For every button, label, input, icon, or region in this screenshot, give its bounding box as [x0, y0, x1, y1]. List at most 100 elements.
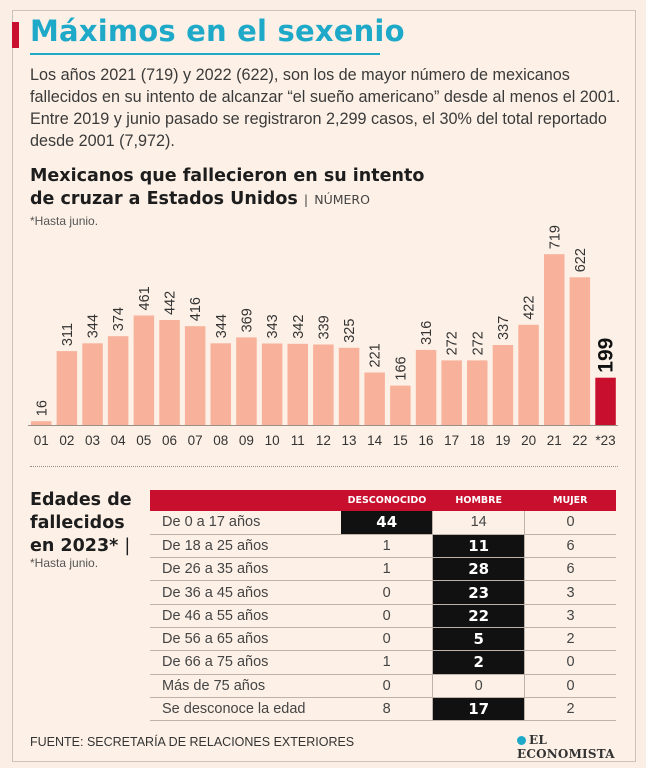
bar — [390, 385, 411, 425]
female-count-cell: 2 — [524, 627, 616, 652]
bar — [544, 254, 565, 425]
bar-value-label: 416 — [188, 297, 204, 321]
unknown-count-cell: 1 — [341, 534, 433, 559]
female-count-cell: 6 — [524, 557, 616, 582]
bar — [184, 326, 206, 425]
bar — [56, 351, 78, 425]
logo-text: EL ECONOMISTA — [517, 733, 615, 761]
x-tick-label: 02 — [59, 433, 74, 448]
bar — [236, 337, 257, 425]
page-title: Máximos en el sexenio — [30, 14, 405, 48]
chart-unit-separator: | — [303, 192, 309, 207]
unknown-count-cell: 0 — [341, 627, 433, 652]
unknown-count-cell: 0 — [341, 674, 433, 698]
bar-value-label: 272 — [445, 331, 461, 355]
bar — [338, 347, 360, 425]
chart-title: Mexicanos que fallecieron en su intento … — [30, 165, 424, 211]
bar — [492, 345, 514, 425]
bar-value-label: 166 — [393, 356, 409, 380]
bar-value-label: 344 — [86, 314, 102, 338]
bar — [313, 344, 334, 425]
table-row: De 46 a 55 años 0 22 3 — [150, 604, 616, 628]
table-row: De 56 a 65 años 0 5 2 — [150, 627, 616, 652]
bar-value-label: 221 — [368, 343, 384, 367]
bar — [82, 343, 103, 425]
bar — [107, 336, 129, 425]
x-tick-label: 04 — [111, 433, 127, 448]
male-count-cell: 0 — [432, 674, 525, 698]
accent-bar — [12, 22, 19, 48]
header-unknown: DESCONOCIDO — [341, 490, 433, 511]
male-count-cell: 28 — [432, 557, 525, 582]
ages-table: DESCONOCIDO HOMBRE MUJER De 0 a 17 años 4… — [150, 490, 616, 722]
x-tick-label: 19 — [495, 433, 510, 448]
bar — [415, 349, 437, 425]
age-range-label: Se desconoce la edad — [150, 697, 342, 722]
bar-value-label: 442 — [163, 291, 179, 315]
header-male: HOMBRE — [432, 490, 525, 511]
table-row: De 18 a 25 años 1 11 6 — [150, 534, 616, 559]
chart-unit: NÚMERO — [314, 192, 370, 207]
x-tick-label: 17 — [444, 433, 459, 448]
x-tick-label: 03 — [85, 433, 100, 448]
bar-value-label: 272 — [470, 331, 486, 355]
bar-value-label: 337 — [496, 316, 512, 340]
bar-value-label: 316 — [419, 321, 435, 345]
ages-title-line2: fallecidos — [30, 513, 125, 533]
bar — [518, 324, 539, 425]
female-count-cell: 3 — [524, 604, 616, 628]
x-tick-label: 18 — [470, 433, 485, 448]
bar-value-label: 622 — [573, 248, 589, 272]
male-count-cell: 2 — [432, 650, 525, 675]
age-range-label: De 26 a 35 años — [150, 557, 342, 582]
female-count-cell: 2 — [524, 697, 616, 722]
title-underline — [30, 53, 380, 55]
ages-title-line1: Edades de — [30, 490, 132, 510]
table-row: De 66 a 75 años 1 2 0 — [150, 650, 616, 675]
age-range-label: De 66 a 75 años — [150, 650, 342, 675]
unknown-count-cell: 1 — [341, 557, 433, 582]
ages-table-header: DESCONOCIDO HOMBRE MUJER — [150, 490, 616, 511]
female-count-cell: 0 — [524, 650, 616, 675]
male-count-cell: 23 — [432, 580, 525, 605]
female-count-cell: 0 — [524, 674, 616, 698]
age-range-label: Más de 75 años — [150, 674, 342, 698]
bar — [133, 315, 155, 425]
bar-value-label: 719 — [547, 225, 563, 249]
male-count-cell: 22 — [432, 604, 525, 628]
table-row: Se desconoce la edad 8 17 2 — [150, 697, 616, 722]
age-range-label: De 46 a 55 años — [150, 604, 342, 628]
bar-value-label: 339 — [316, 315, 332, 339]
female-count-cell: 0 — [524, 511, 616, 535]
male-count-cell: 14 — [432, 511, 525, 535]
ages-title-separator: | — [124, 536, 131, 556]
ages-title-line3: en 2023* — [30, 536, 119, 556]
bar-value-label: 344 — [214, 314, 230, 338]
bar-value-label: 374 — [111, 307, 127, 331]
x-tick-label: 10 — [265, 433, 280, 448]
bar-chart: 16 01 311 02 344 03 374 04 461 05 442 06 416 07 344 08 3… — [28, 225, 618, 448]
chart-title-line2-wrap: de cruzar a Estados Unidos | NÚMERO — [30, 188, 424, 211]
bar-value-label: 342 — [291, 315, 307, 339]
unknown-count-cell: 8 — [341, 697, 433, 722]
age-range-label: De 56 a 65 años — [150, 627, 342, 652]
bar-value-label: 343 — [265, 314, 281, 338]
chart-note: *Hasta junio. — [30, 214, 99, 228]
x-tick-label: 12 — [316, 433, 331, 448]
logo-globe-icon — [517, 736, 526, 745]
table-row: Más de 75 años 0 0 0 — [150, 674, 616, 698]
ages-note: *Hasta junio. — [30, 556, 99, 570]
x-tick-label: 21 — [547, 433, 562, 448]
source-note: FUENTE: SECRETARÍA DE RELACIONES EXTERIO… — [30, 735, 355, 749]
unknown-count-cell: 0 — [341, 580, 433, 605]
age-range-label: De 0 a 17 años — [150, 511, 342, 535]
section-divider — [30, 466, 618, 467]
x-tick-label: 05 — [136, 433, 151, 448]
bar — [467, 360, 488, 425]
female-count-cell: 3 — [524, 580, 616, 605]
bar-value-label: 461 — [137, 286, 153, 310]
bar — [569, 277, 591, 425]
age-range-label: De 36 a 45 años — [150, 580, 342, 605]
table-row: De 26 a 35 años 1 28 6 — [150, 557, 616, 582]
header-female: MUJER — [524, 490, 616, 511]
